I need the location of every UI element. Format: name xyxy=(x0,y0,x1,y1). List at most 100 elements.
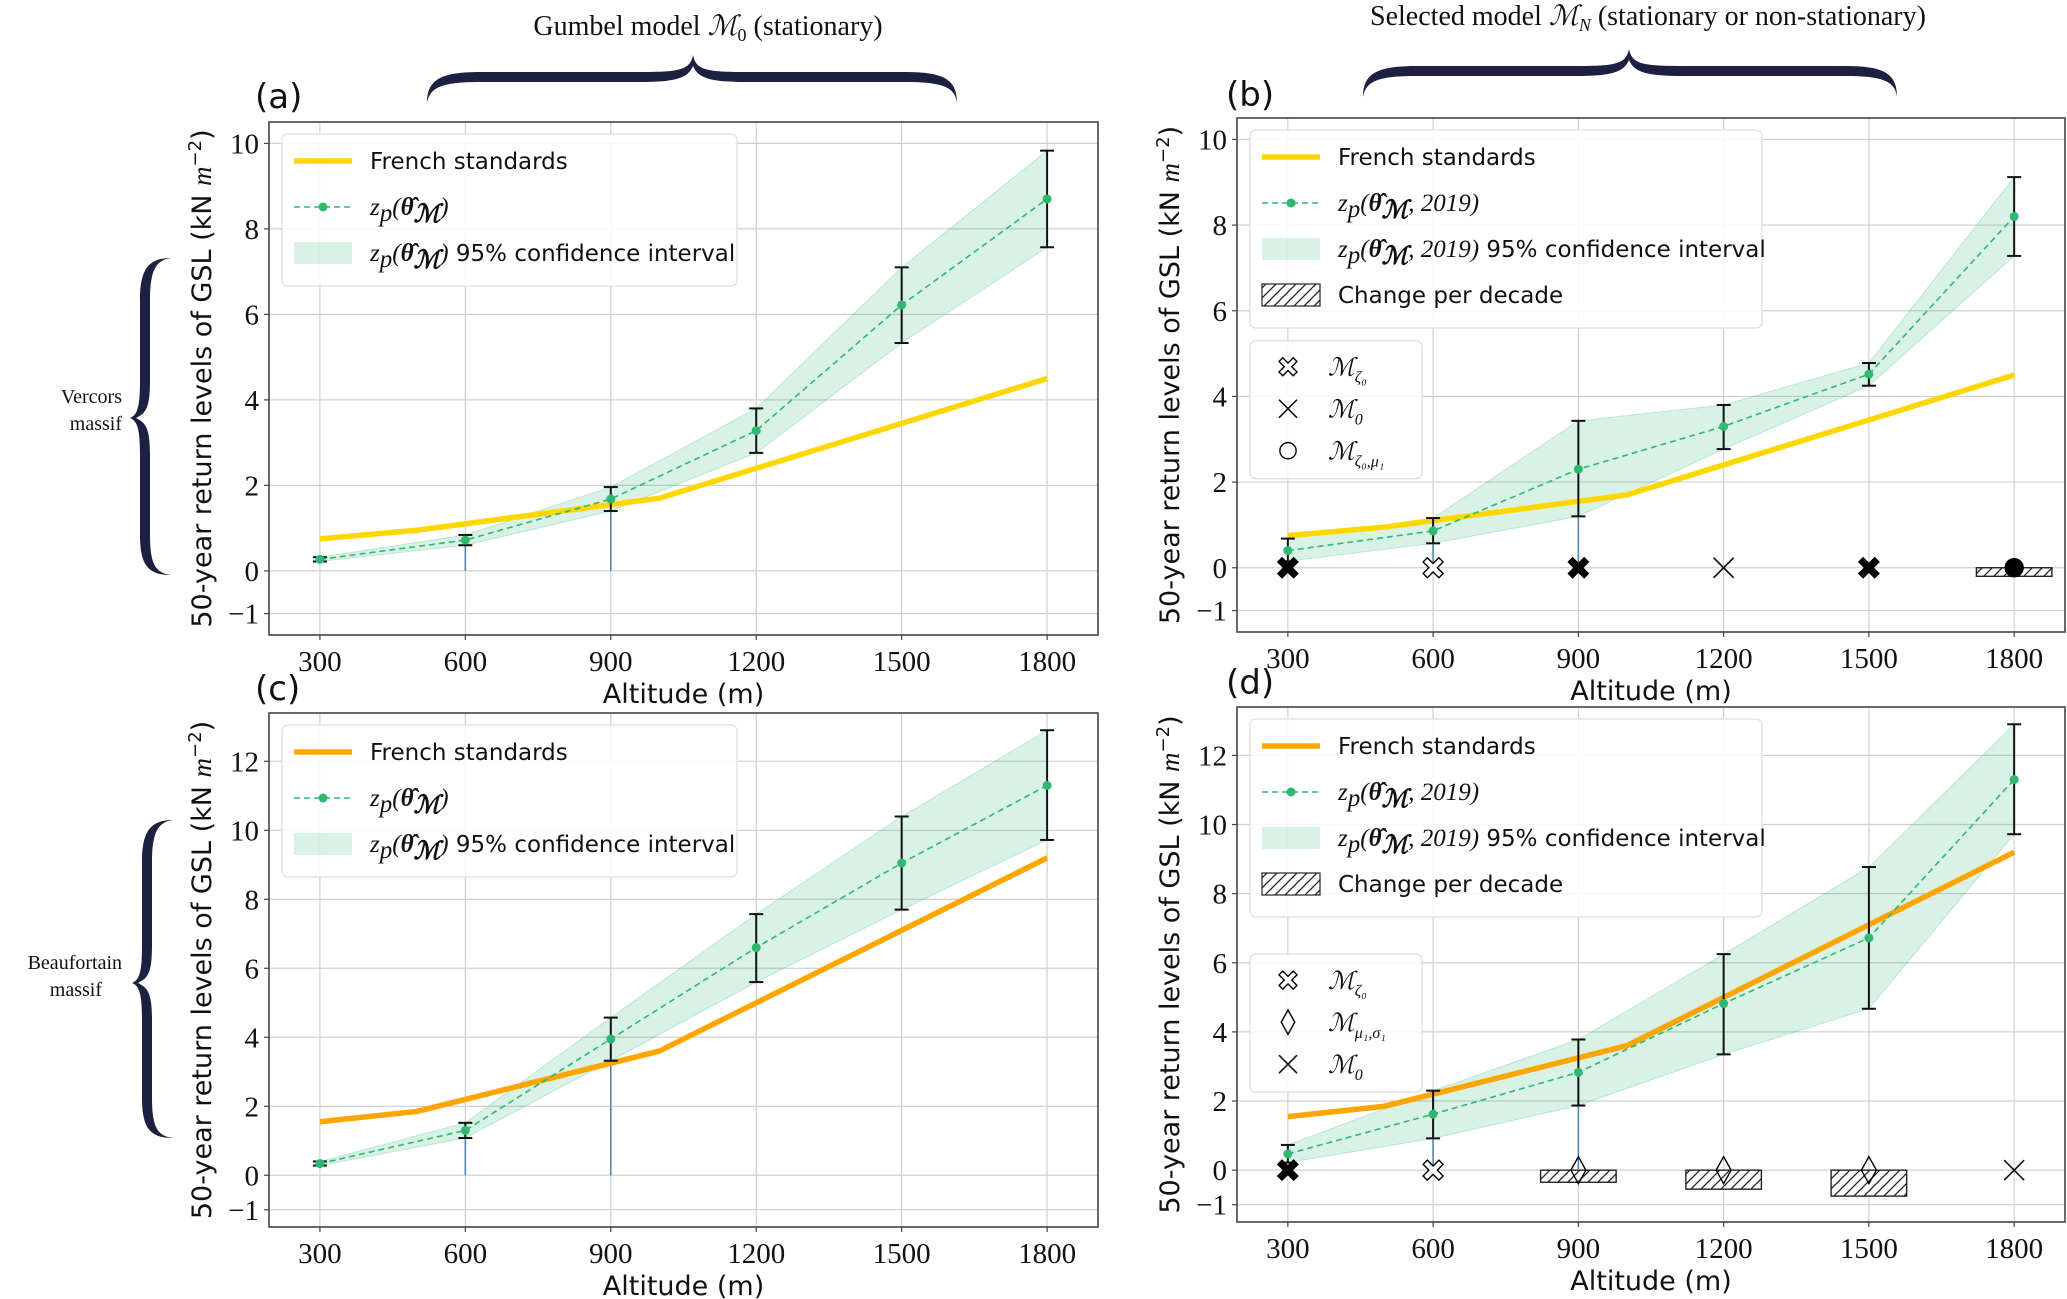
y-tick-label: 8 xyxy=(1213,879,1228,911)
panel-tag: (a) xyxy=(255,77,302,117)
model-marker-thick-x-open xyxy=(1422,556,1445,579)
column-title-left-text: Gumbel model xyxy=(533,11,707,42)
legend-label: French standards xyxy=(1338,734,1536,760)
legend-item: zp(θ̂ℳ, 2019) 95% confidence interval xyxy=(1262,825,1766,859)
axes-frame xyxy=(1236,117,2066,633)
model-marker-thick-x-filled xyxy=(1857,556,1880,579)
y-tick-label: 2 xyxy=(245,470,260,502)
legend-label: French standards xyxy=(370,149,568,175)
x-axis-label: Altitude (m) xyxy=(1570,1266,1731,1297)
return-level-line xyxy=(319,198,1048,561)
plot-content xyxy=(1276,723,2025,1197)
return-level-point xyxy=(1864,933,1874,943)
axes-frame xyxy=(1236,706,2066,1223)
y-tick-label: 8 xyxy=(245,214,260,246)
y-tick-label: −1 xyxy=(1196,1190,1227,1222)
legend-item: zp(θ̂ℳ, 2019) 95% confidence interval xyxy=(1262,236,1766,270)
column-title-left-subscript: 0 xyxy=(738,25,747,45)
model-legend-item: ℳζ₀,μ₁ xyxy=(1279,439,1384,471)
model-legend: ℳζ₀ ℳ0 ℳζ₀,μ₁ xyxy=(1249,340,1423,480)
panel-b: (b) 300 600 900 1200 1500 1800 −1 0 2 4 6 8 10 Altitud… xyxy=(1153,75,2066,707)
x-axis-label: Altitude (m) xyxy=(603,679,764,710)
return-level-point xyxy=(460,1125,470,1135)
legend-label: zp(θ̂ℳ, 2019) 95% confidence interval xyxy=(1337,236,1766,270)
return-level-point xyxy=(460,535,470,545)
y-tick-label: 6 xyxy=(245,299,260,331)
return-level-point xyxy=(1283,546,1293,556)
model-marker-thick-x-open xyxy=(1422,1159,1445,1182)
return-level-line xyxy=(1287,215,2015,552)
model-legend-label: ℳ0 xyxy=(1328,397,1363,429)
model-legend-label: ℳ0 xyxy=(1328,1052,1363,1084)
return-level-point xyxy=(2009,775,2019,785)
column-title-right-suffix: (stationary or non-stationary) xyxy=(1591,1,1926,32)
legend-label: Change per decade xyxy=(1338,872,1563,898)
row-label-vercors-line2: massif xyxy=(70,413,123,435)
x-tick-label: 1500 xyxy=(1840,1233,1898,1265)
model-marker-diamond-open xyxy=(1570,1155,1587,1186)
y-tick-label: −1 xyxy=(1196,596,1227,628)
model-legend-marker-thick-x-open xyxy=(1278,970,1298,991)
model-legend-item: ℳ0 xyxy=(1278,397,1363,429)
y-tick-label: 12 xyxy=(1198,740,1227,772)
y-tick-label: 8 xyxy=(1213,210,1228,242)
x-tick-label: 300 xyxy=(1266,643,1310,675)
y-axis-label: 50-year return levels of GSL (kN m−2) xyxy=(1153,126,1186,624)
x-tick-label: 300 xyxy=(1266,1233,1310,1265)
y-tick-label: 10 xyxy=(230,128,259,160)
x-tick-label: 1500 xyxy=(873,646,931,678)
row-label-beaufortain-line1: Beaufortain xyxy=(28,952,122,974)
y-tick-label: 6 xyxy=(1213,948,1228,980)
legend-handle-return-level-point xyxy=(1286,787,1296,797)
y-tick-label: 6 xyxy=(245,953,260,985)
return-level-point xyxy=(1428,526,1438,536)
legend-label: zp(θ̂ℳ) 95% confidence interval xyxy=(369,831,735,865)
legend-item: zp(θ̂ℳ) xyxy=(294,785,449,819)
legend-item: French standards xyxy=(294,740,568,766)
y-axis-label: 50-year return levels of GSL (kN m−2) xyxy=(185,129,218,627)
model-marker-x xyxy=(2003,1159,2025,1181)
y-tick-label: 10 xyxy=(1198,810,1227,842)
axes-frame xyxy=(268,712,1099,1228)
x-tick-label: 1200 xyxy=(1695,1233,1753,1265)
legend-handle-confidence-interval xyxy=(1262,238,1320,260)
return-level-point xyxy=(897,858,907,868)
return-level-point xyxy=(2009,212,2019,222)
return-level-point xyxy=(1428,1109,1438,1119)
legend-item: Change per decade xyxy=(1261,283,1563,309)
model-legend-label: ℳζ₀,μ₁ xyxy=(1328,439,1384,471)
return-level-point xyxy=(606,1034,616,1044)
axes-frame xyxy=(268,121,1099,636)
x-tick-label: 1800 xyxy=(1985,643,2043,675)
legend-handle-return-level-point xyxy=(1286,198,1296,208)
marker-x-stroke xyxy=(2003,1159,2025,1181)
x-tick-label: 1200 xyxy=(727,646,785,678)
legend-item: zp(θ̂ℳ, 2019) xyxy=(1262,779,1479,813)
y-tick-label: 0 xyxy=(245,556,260,588)
french-standards-line xyxy=(1287,849,2016,1120)
return-level-point xyxy=(1573,464,1583,474)
panel-tag: (d) xyxy=(1226,663,1274,703)
svg-text:Selected model ℳN (stationary: Selected model ℳN (stationary or non-sta… xyxy=(1370,1,1926,35)
marker-x-stroke xyxy=(1713,557,1735,579)
return-level-point xyxy=(1042,194,1052,204)
return-level-point xyxy=(1042,780,1052,790)
model-legend-marker-circle-open xyxy=(1279,441,1297,460)
legend-handle-return-level-point xyxy=(318,793,328,803)
legend-handle-return-level-point xyxy=(318,202,328,212)
return-level-point xyxy=(1719,421,1729,431)
french-standards-line xyxy=(319,375,1048,542)
legend-item: French standards xyxy=(1262,734,1536,760)
brace-right-horizontal xyxy=(1363,49,1897,97)
x-tick-label: 600 xyxy=(444,1238,488,1270)
return-level-point xyxy=(1719,999,1729,1009)
legend-label: Change per decade xyxy=(1338,283,1563,309)
french-standards-line xyxy=(319,855,1049,1125)
return-level-point xyxy=(751,426,761,436)
panel-a: (a) 300 600 900 1200 1500 1800 −1 0 2 4 6 8 10 Altitud… xyxy=(185,77,1099,710)
model-legend-label: ℳζ₀ xyxy=(1328,355,1367,387)
y-tick-label: 2 xyxy=(1213,1086,1228,1118)
legend-item: zp(θ̂ℳ) 95% confidence interval xyxy=(294,831,735,865)
model-marker-thick-x-filled xyxy=(1276,1159,1299,1182)
